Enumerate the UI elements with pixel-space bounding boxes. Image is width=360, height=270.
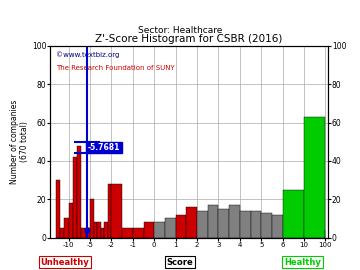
Bar [69,203,73,238]
Bar [240,211,251,238]
Bar [86,228,90,238]
Bar [73,157,77,238]
Bar [154,222,165,238]
Bar [304,117,325,238]
Bar [229,205,240,238]
Bar [97,222,101,238]
Title: Z'-Score Histogram for CSBR (2016): Z'-Score Histogram for CSBR (2016) [95,34,283,44]
Bar [197,211,208,238]
Bar [251,211,261,238]
Bar [108,184,111,238]
Bar [122,228,133,238]
Bar [208,205,219,238]
Text: Score: Score [167,258,193,266]
Bar [283,190,304,238]
Bar [176,215,186,238]
Bar [101,228,104,238]
Text: ©www.textbiz.org: ©www.textbiz.org [56,52,119,58]
Bar [64,218,69,238]
Bar [77,146,81,238]
Bar [261,213,272,238]
Y-axis label: Number of companies
(670 total): Number of companies (670 total) [10,100,29,184]
Bar [111,184,122,238]
Text: -5.7681: -5.7681 [88,143,120,152]
Bar [81,228,86,238]
Bar [90,199,94,238]
Bar [60,228,64,238]
Text: Sector: Healthcare: Sector: Healthcare [138,26,222,35]
Bar [272,215,283,238]
Bar [165,218,176,238]
Text: Unhealthy: Unhealthy [40,258,89,266]
Bar [219,209,229,238]
Bar [144,222,154,238]
Bar [94,222,97,238]
Bar [133,228,144,238]
Bar [104,222,108,238]
Bar [56,180,60,238]
Bar [186,207,197,238]
Text: The Research Foundation of SUNY: The Research Foundation of SUNY [56,65,175,71]
Text: Healthy: Healthy [284,258,321,266]
